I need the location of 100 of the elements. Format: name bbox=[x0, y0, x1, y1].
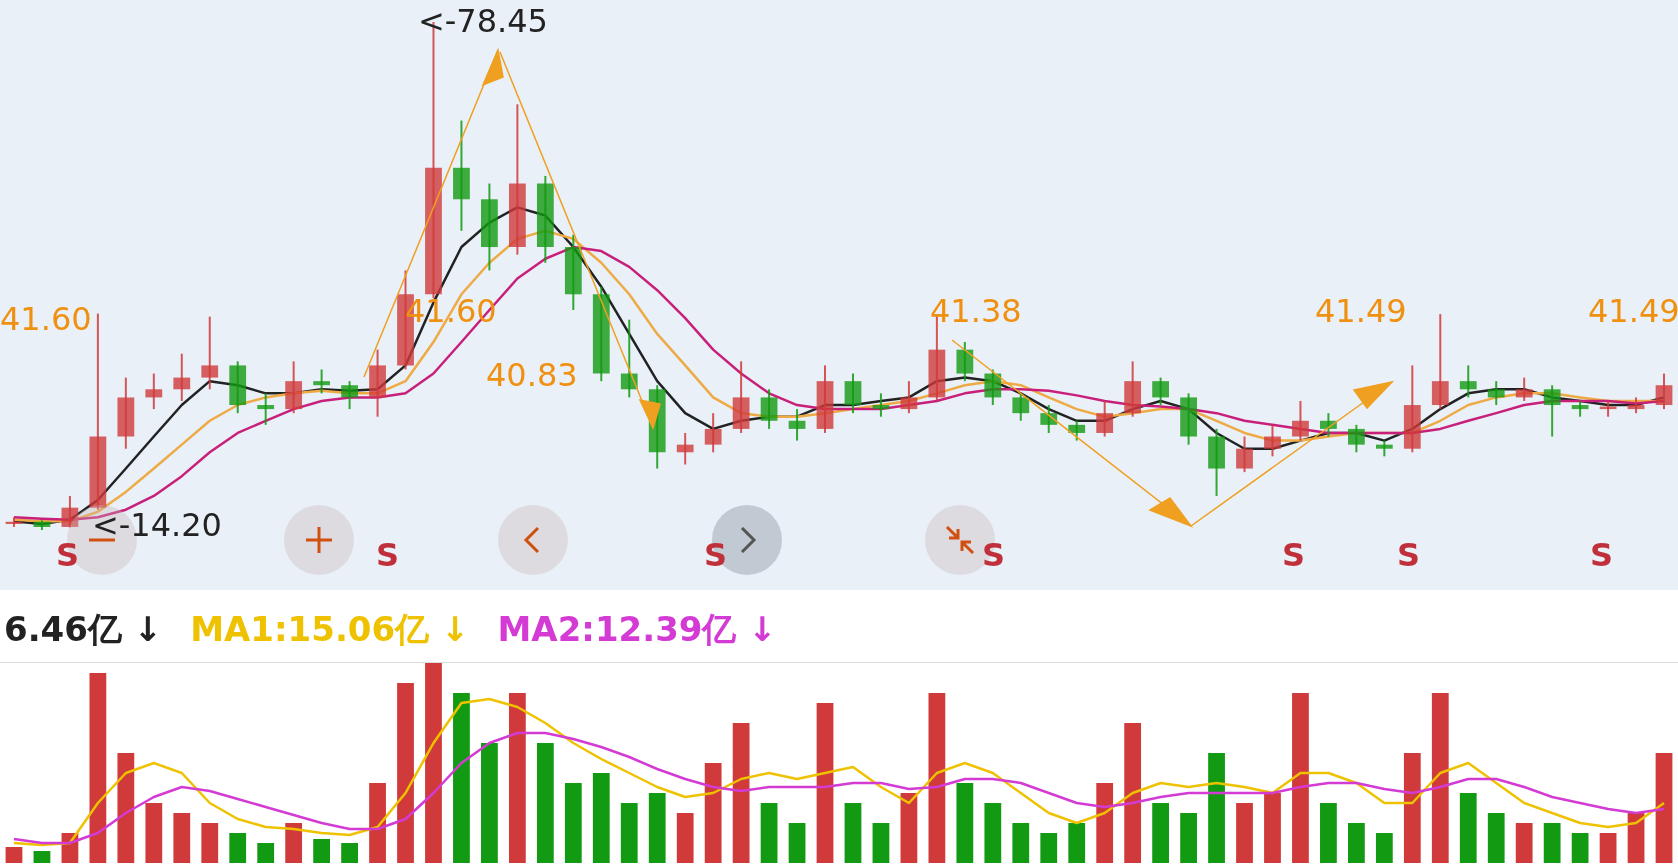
text: S bbox=[982, 536, 1006, 574]
bar bbox=[900, 793, 918, 863]
annotation: 41.49 bbox=[1315, 292, 1407, 330]
bar bbox=[1236, 803, 1253, 863]
bar bbox=[1543, 823, 1561, 863]
bar bbox=[1403, 753, 1421, 863]
annotation: 40.83 bbox=[486, 356, 578, 394]
candlestick bbox=[1236, 435, 1253, 474]
candlestick bbox=[760, 388, 778, 430]
bar bbox=[5, 847, 23, 863]
candlestick bbox=[1012, 392, 1030, 422]
bar bbox=[173, 813, 191, 863]
bar bbox=[285, 823, 303, 863]
bar bbox=[1487, 813, 1505, 863]
candlestick bbox=[1347, 423, 1365, 454]
candlestick bbox=[1096, 399, 1114, 438]
bar bbox=[1180, 813, 1197, 863]
bar bbox=[704, 763, 722, 863]
bar bbox=[928, 693, 946, 863]
text: S bbox=[1397, 536, 1421, 574]
bar bbox=[33, 851, 51, 863]
bar bbox=[1431, 693, 1449, 863]
candlestick bbox=[1292, 399, 1309, 442]
candlestick bbox=[1152, 376, 1170, 407]
bar bbox=[369, 783, 386, 863]
text: S bbox=[1590, 536, 1614, 574]
candlestick bbox=[788, 408, 806, 442]
bar bbox=[1375, 833, 1393, 863]
candlestick bbox=[145, 372, 163, 411]
text: S bbox=[56, 536, 80, 574]
bar bbox=[620, 803, 638, 863]
bar bbox=[788, 823, 806, 863]
candlestick bbox=[676, 431, 694, 466]
bar bbox=[257, 843, 275, 863]
candlestick bbox=[1655, 372, 1673, 411]
candlestick bbox=[1487, 380, 1505, 407]
candlestick bbox=[313, 368, 331, 395]
candlestick bbox=[1264, 423, 1281, 458]
annotation: <-14.20 bbox=[92, 506, 222, 544]
text: S bbox=[1282, 536, 1306, 574]
candlestick bbox=[1431, 313, 1449, 411]
bar bbox=[1124, 723, 1142, 863]
candlestick bbox=[1515, 376, 1533, 402]
bar bbox=[676, 813, 694, 863]
bar bbox=[1292, 693, 1309, 863]
bar bbox=[229, 833, 247, 863]
candlestick bbox=[1068, 419, 1086, 442]
bar bbox=[872, 823, 890, 863]
bar bbox=[984, 803, 1002, 863]
bar bbox=[425, 663, 442, 863]
bar bbox=[1096, 783, 1114, 863]
series-label: 6.46亿 ↓ bbox=[4, 608, 163, 651]
bar bbox=[592, 773, 610, 863]
candlestick bbox=[61, 494, 79, 529]
candlestick bbox=[341, 380, 358, 411]
annotation: <-78.45 bbox=[418, 2, 548, 40]
bar bbox=[1347, 823, 1365, 863]
bar bbox=[145, 803, 163, 863]
bar bbox=[89, 673, 107, 863]
bar bbox=[508, 693, 526, 863]
candlestick bbox=[872, 392, 890, 418]
bar bbox=[844, 803, 862, 863]
bar bbox=[313, 839, 331, 863]
bar bbox=[1208, 753, 1225, 863]
annotation: 41.60 bbox=[0, 300, 92, 338]
bar bbox=[453, 693, 470, 863]
annotation: 41.38 bbox=[930, 292, 1022, 330]
candlestick bbox=[900, 380, 918, 415]
bar bbox=[397, 683, 414, 863]
text: MA2:12.39亿 ↓ bbox=[497, 608, 777, 651]
candlestick bbox=[201, 315, 219, 391]
candlestick bbox=[844, 372, 862, 415]
bar bbox=[564, 783, 582, 863]
series-label: MA1:15.06亿 ↓ bbox=[190, 608, 470, 651]
bar bbox=[201, 823, 219, 863]
candlestick bbox=[1040, 404, 1058, 434]
bar bbox=[1012, 823, 1030, 863]
candlestick bbox=[984, 368, 1002, 407]
bar bbox=[1459, 793, 1477, 863]
bar bbox=[760, 803, 778, 863]
bar bbox=[117, 753, 135, 863]
candlestick bbox=[704, 412, 722, 454]
candlestick bbox=[257, 392, 275, 426]
bar bbox=[1320, 803, 1337, 863]
bar bbox=[1040, 833, 1058, 863]
text: S bbox=[376, 536, 400, 574]
bar bbox=[956, 783, 974, 863]
bar bbox=[648, 793, 666, 863]
text: S bbox=[704, 536, 728, 574]
bar bbox=[732, 723, 750, 863]
bar bbox=[1264, 793, 1281, 863]
bar bbox=[1152, 803, 1170, 863]
candlestick bbox=[1459, 364, 1477, 399]
candlestick bbox=[956, 341, 974, 383]
bar bbox=[1599, 833, 1617, 863]
bar bbox=[816, 703, 834, 863]
bar bbox=[481, 743, 498, 863]
candlestick bbox=[173, 352, 191, 402]
candlestick bbox=[1543, 384, 1561, 438]
bar bbox=[1571, 833, 1589, 863]
